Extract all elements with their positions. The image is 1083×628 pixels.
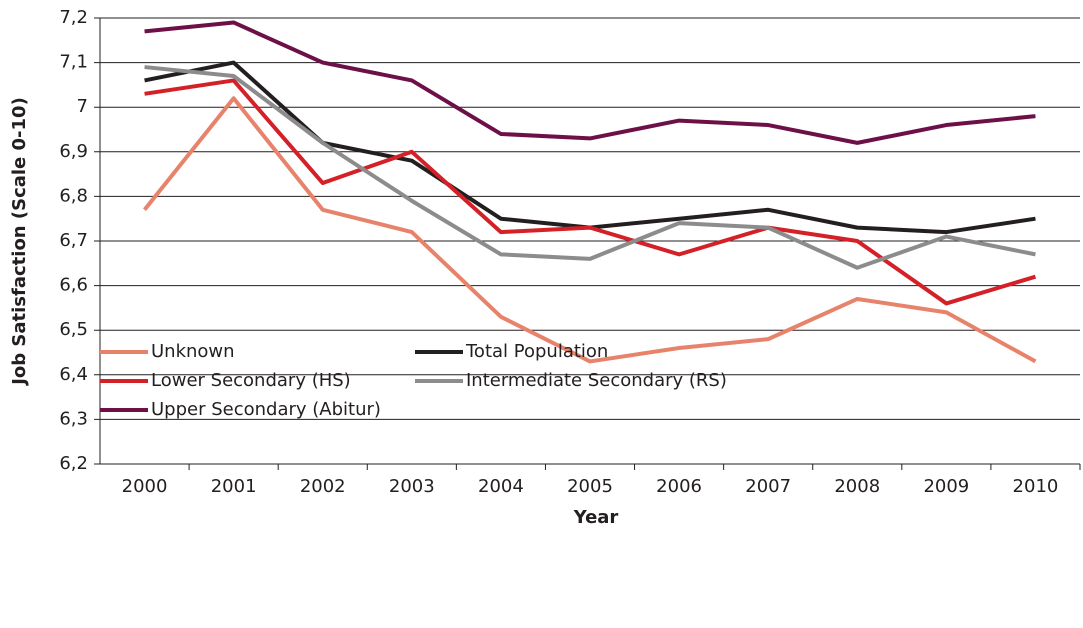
x-tick-label: 2002 (300, 476, 346, 497)
y-axis-title: Job Satisfaction (Scale 0-10) (9, 97, 30, 387)
y-tick-label: 6,6 (59, 275, 88, 296)
legend-label: Lower Secondary (HS) (151, 370, 351, 391)
y-tick-label: 7,2 (59, 7, 88, 28)
series-line (142, 96, 1037, 364)
legend-label: Total Population (465, 341, 608, 362)
series-line (144, 78, 1037, 306)
x-tick-label: 2010 (1013, 476, 1059, 497)
x-tick-label: 2004 (478, 476, 524, 497)
x-tick-label: 2005 (567, 476, 613, 497)
y-tick-label: 6,9 (59, 141, 88, 162)
series-line (144, 65, 1036, 270)
y-tick-label: 6,3 (59, 408, 88, 429)
x-tick-label: 2000 (122, 476, 168, 497)
x-tick-label: 2003 (389, 476, 435, 497)
x-tick-label: 2008 (834, 476, 880, 497)
x-tick-label: 2007 (745, 476, 791, 497)
legend-label: Unknown (151, 341, 235, 362)
y-tick-label: 6,2 (59, 453, 88, 474)
y-tick-label: 6,5 (59, 319, 88, 340)
x-tick-label: 2009 (923, 476, 969, 497)
legend-label: Upper Secondary (Abitur) (151, 399, 381, 420)
y-tick-label: 7 (77, 96, 88, 117)
legend-label: Intermediate Secondary (RS) (466, 370, 727, 391)
y-tick-label: 7,1 (59, 52, 88, 73)
y-tick-label: 6,8 (59, 185, 88, 206)
y-tick-label: 6,7 (59, 230, 88, 251)
x-tick-label: 2006 (656, 476, 702, 497)
x-tick-label: 2001 (211, 476, 257, 497)
x-axis-title: Year (573, 507, 619, 528)
series-line (144, 60, 1036, 235)
y-tick-label: 6,4 (59, 364, 88, 385)
series-line (144, 20, 1036, 145)
